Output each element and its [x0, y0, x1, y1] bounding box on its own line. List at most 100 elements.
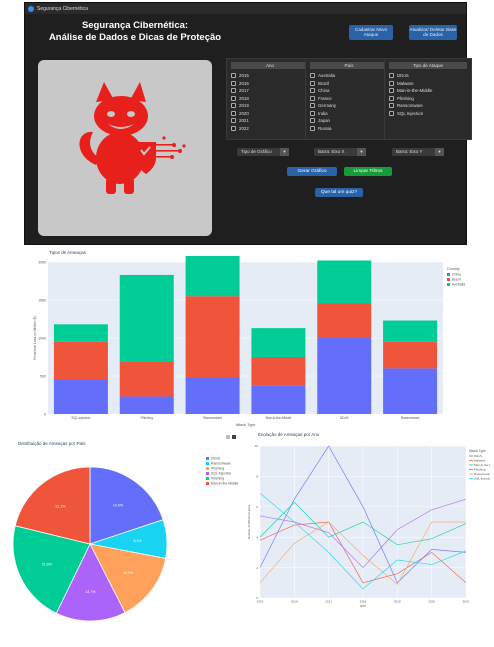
slice-label: 8.1%	[134, 539, 143, 543]
checkbox[interactable]	[389, 95, 394, 101]
zoom-icon[interactable]	[232, 435, 236, 439]
attack-type-option[interactable]: SQL Injection	[385, 110, 471, 118]
year-option[interactable]: 2018	[227, 95, 313, 103]
attack-type-option[interactable]: Man-in-the-Middle	[385, 87, 471, 95]
option-label: 2019	[239, 103, 249, 109]
country-option[interactable]: France	[306, 95, 392, 103]
x-axis-label: Ano	[360, 604, 366, 608]
legend-label: Man-in-the-Middle	[211, 482, 238, 486]
year-option[interactable]: 2022	[227, 125, 313, 133]
series-line	[259, 492, 467, 590]
legend-label: Phishing	[211, 477, 224, 481]
checkbox[interactable]	[389, 73, 394, 79]
checkbox[interactable]	[310, 110, 315, 116]
year-option[interactable]: 2016	[227, 80, 313, 88]
year-option[interactable]: 2021	[227, 117, 313, 125]
y-axis-value: Barra: Eixo Y	[396, 149, 423, 154]
year-option[interactable]: 2015	[227, 72, 313, 80]
checkbox[interactable]	[231, 103, 236, 109]
country-option[interactable]: Germany	[306, 102, 392, 110]
attack-type-option[interactable]: DDoS	[385, 72, 471, 80]
year-option[interactable]: 2017	[227, 87, 313, 95]
y-axis-dropdown[interactable]: Barra: Eixo Y ▼	[392, 148, 444, 156]
checkbox[interactable]	[389, 80, 394, 86]
checkbox[interactable]	[310, 95, 315, 101]
checkbox[interactable]	[231, 118, 236, 124]
x-axis-label: Attack Type	[236, 423, 256, 427]
line-chart: 0 2 4 6 8 10 2015 2016 2017 2018 2019 2020 2021 Ano Nu…	[247, 444, 490, 608]
checkbox[interactable]	[231, 110, 236, 116]
legend-swatch	[447, 273, 450, 276]
chart-type-dropdown[interactable]: Tipo de Gráfico ▼	[237, 148, 289, 156]
attack-type-option[interactable]: Phishing	[385, 95, 471, 103]
year-option[interactable]: 2020	[227, 110, 313, 118]
checkbox[interactable]	[389, 88, 394, 94]
legend-swatch	[447, 283, 450, 286]
checkbox[interactable]	[310, 88, 315, 94]
slice-label: 19.9%	[113, 503, 124, 507]
y-tick-label: 10	[255, 444, 259, 448]
checkbox[interactable]	[231, 73, 236, 79]
checkbox[interactable]	[310, 73, 315, 79]
generate-chart-button[interactable]: Gerar Gráfico	[287, 167, 337, 176]
country-option[interactable]: India	[306, 110, 392, 118]
country-option[interactable]: Japan	[306, 117, 392, 125]
download-icon[interactable]	[226, 435, 230, 439]
legend-swatch	[206, 482, 209, 485]
checkbox[interactable]	[389, 110, 394, 116]
checkbox[interactable]	[231, 80, 236, 86]
option-label: Germany	[318, 103, 337, 109]
x-axis-dropdown[interactable]: Barra: Eixo X ▼	[314, 148, 366, 156]
y-axis-label: Number of Affected Users	[247, 504, 251, 539]
quiz-button[interactable]: Que tal um quiz?	[315, 188, 363, 197]
checkbox[interactable]	[310, 103, 315, 109]
option-label: 2021	[239, 118, 249, 124]
x-tick-label: Ransomware	[401, 416, 420, 420]
option-label: Brazil	[318, 80, 329, 86]
chevron-down-icon[interactable]: ▼	[357, 148, 366, 156]
page-title-line1: Segurança Cibernética:	[81, 20, 189, 31]
register-attack-button[interactable]: Cadastrar Novo Ataque	[349, 25, 393, 40]
bar-segment	[251, 385, 306, 414]
y-tick-label: 0	[256, 596, 258, 600]
checkbox[interactable]	[310, 80, 315, 86]
pie-chart: 19.9% 8.1% 14.5% 14.7% 21.6% 21.2% DDoSRansomw…	[12, 457, 238, 622]
checkbox[interactable]	[310, 125, 315, 131]
option-label: 2022	[239, 125, 249, 131]
bar-segment	[53, 379, 108, 414]
legend-swatch	[206, 462, 209, 465]
bar-segment	[317, 338, 372, 414]
checkbox[interactable]	[231, 88, 236, 94]
legend-label: SQL Injection	[211, 472, 231, 476]
checkbox[interactable]	[231, 95, 236, 101]
stacked-bar-chart: 0 500 1000 1500 2000 SQL Injection Phishing Ran…	[33, 256, 465, 427]
country-option[interactable]: Russia	[306, 125, 392, 133]
legend-label: Ransomware	[211, 462, 231, 466]
legend-label: Ransomware	[474, 472, 490, 476]
update-database-button[interactable]: Atualizar/ Deletar Base de Dados	[409, 25, 457, 40]
app-window: Segurança Cibernética Segurança Cibernét…	[24, 2, 472, 245]
y-tick-label: 6	[256, 505, 258, 509]
x-tick-label: 2021	[463, 600, 470, 604]
checkbox[interactable]	[310, 118, 315, 124]
attack-type-option[interactable]: Ransomware	[385, 102, 471, 110]
legend-label: Australia	[452, 283, 465, 287]
title-bar: Segurança Cibernética	[25, 3, 466, 14]
option-label: 2018	[239, 95, 249, 101]
attack-type-option[interactable]: Malware	[385, 80, 471, 88]
checkbox[interactable]	[389, 103, 394, 109]
pie-slice	[89, 543, 167, 614]
chevron-down-icon[interactable]: ▼	[280, 148, 289, 156]
y-tick-label: 2	[256, 566, 258, 570]
country-option[interactable]: Brazil	[306, 80, 392, 88]
chart-toolbar	[226, 435, 236, 439]
checkbox[interactable]	[231, 125, 236, 131]
chevron-down-icon[interactable]: ▼	[435, 148, 444, 156]
country-option[interactable]: Australia	[306, 72, 392, 80]
year-filter-panel: Ano 2015 2016 2017 2018 2019 2020 2021 2…	[226, 58, 314, 140]
clear-filters-button[interactable]: Limpar Filtros	[344, 167, 392, 176]
option-label: DDoS	[397, 73, 409, 79]
legend-title: Attack Type	[469, 449, 486, 453]
year-option[interactable]: 2019	[227, 102, 313, 110]
country-option[interactable]: China	[306, 87, 392, 95]
